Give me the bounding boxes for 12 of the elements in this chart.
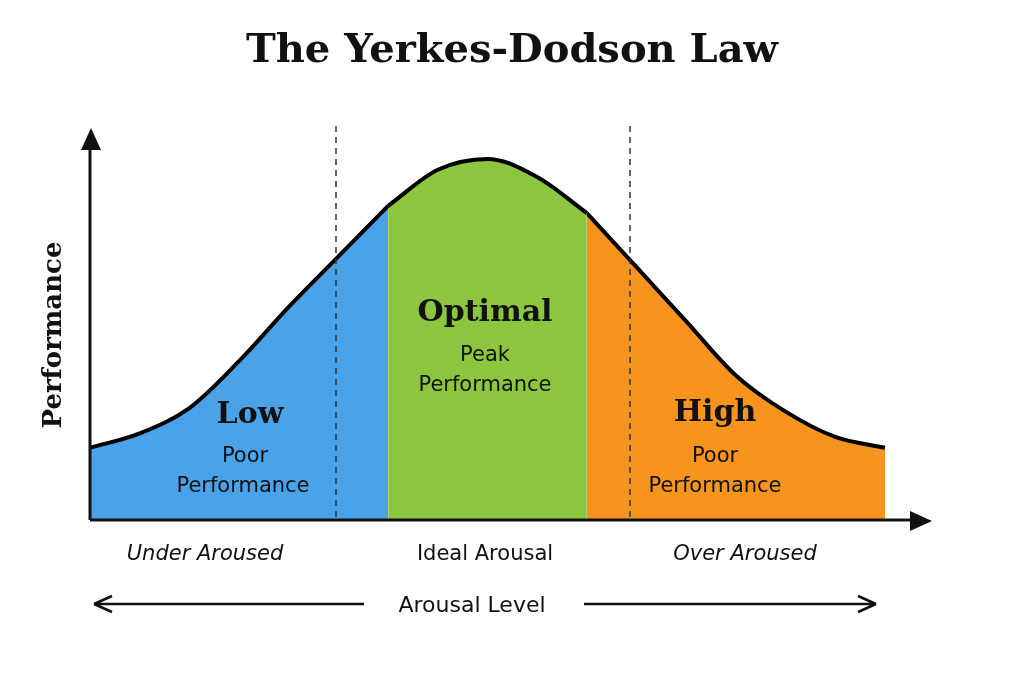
x-axis-title: Arousal Level	[398, 591, 546, 617]
annotation: Poor Performance	[176, 443, 310, 498]
annotation: Low	[216, 394, 285, 430]
text: Ideal Arousal	[416, 541, 554, 566]
annotation: Poor Performance	[648, 443, 782, 498]
annotation: High	[673, 392, 757, 428]
annotation: Optimal	[417, 292, 553, 328]
annotation: Peak Performance	[418, 342, 552, 397]
text: Over Aroused	[673, 541, 818, 566]
text: Under Aroused	[126, 541, 284, 566]
y-axis-title: Performance	[37, 241, 67, 429]
chart-title: The Yerkes-Dodson Law	[244, 24, 780, 71]
